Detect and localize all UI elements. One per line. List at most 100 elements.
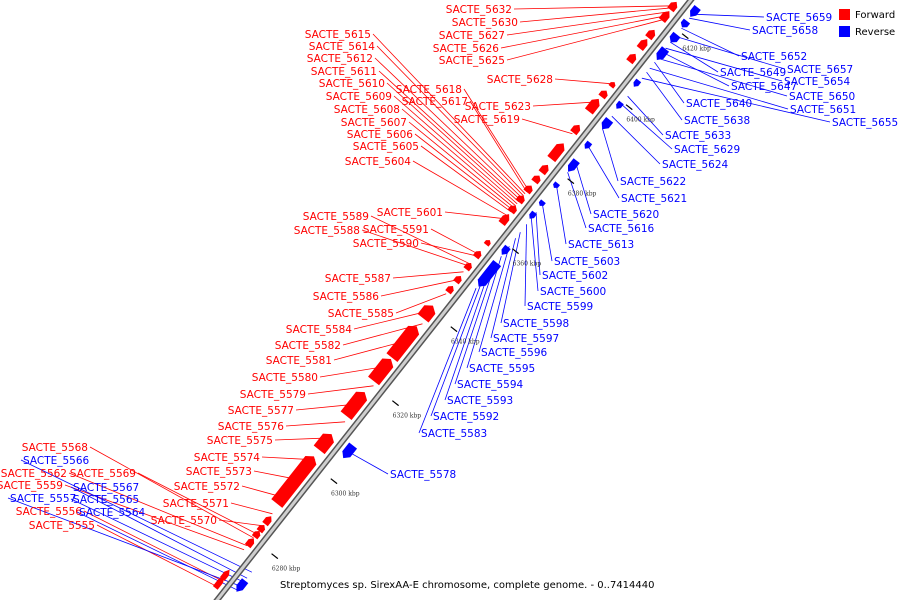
leader-line [641, 77, 831, 123]
legend: Forward Reverse [839, 9, 895, 38]
reverse-gene-label: SACTE_5592 [433, 411, 499, 423]
tick-marks: 6280 kbp 6300 kbp 6320 kbp 6340 kbp 6360 kbp… [271, 33, 711, 573]
reverse-gene [477, 259, 502, 287]
reverse-gene-label: SACTE_5652 [741, 51, 807, 63]
chromosome-backbone [213, 0, 695, 600]
forward-gene-label: SACTE_5571 [163, 498, 229, 510]
forward-gene-label: SACTE_5617 [402, 96, 468, 108]
forward-gene-label: SACTE_5628 [487, 74, 553, 86]
forward-gene [523, 185, 533, 195]
leader-line [490, 238, 516, 339]
leader-line [506, 11, 669, 36]
reverse-gene-label: SACTE_5620 [593, 209, 659, 221]
leader-line [70, 498, 245, 583]
leader-line [500, 15, 666, 49]
forward-gene-label: SACTE_5615 [305, 29, 371, 41]
forward-gene [507, 205, 517, 215]
leader-line [285, 421, 346, 427]
reverse-gene-label: SACTE_5593 [447, 395, 513, 407]
leader-line [414, 133, 513, 211]
forward-gene [472, 250, 482, 260]
reverse-gene-label: SACTE_5602 [542, 270, 608, 282]
leader-line [70, 486, 248, 579]
tick-mark [450, 326, 458, 333]
leader-line [466, 256, 502, 369]
leader-line [692, 13, 765, 18]
leader-line [611, 115, 661, 165]
tick-label: 6380 kbp [568, 191, 597, 198]
tick-mark [681, 33, 689, 40]
forward-gene-label: SACTE_5627 [439, 30, 505, 42]
forward-gene-label: SACTE_5607 [341, 117, 407, 129]
forward-gene-label: SACTE_5582 [275, 340, 341, 352]
reverse-gene [633, 78, 642, 87]
leader-line [519, 7, 672, 23]
forward-gene-label: SACTE_5577 [228, 405, 294, 417]
reverse-gene-label: SACTE_5621 [621, 193, 687, 205]
leader-line [401, 108, 516, 207]
leader-line [535, 212, 541, 276]
leader-line [392, 271, 464, 279]
reverse-gene-label: SACTE_5594 [457, 379, 524, 391]
tick-mark [511, 248, 520, 255]
forward-gene-label: SACTE_5618 [396, 84, 462, 96]
forward-gene-label: SACTE_5579 [240, 389, 306, 401]
tick-mark [567, 178, 575, 185]
forward-gene [538, 164, 549, 176]
forward-gene [251, 530, 261, 540]
reverse-gene-label: SACTE_5659 [766, 12, 832, 24]
forward-gene-label: SACTE_5614 [309, 41, 376, 53]
tick-label: 6280 kbp [272, 566, 301, 573]
tick-mark [391, 400, 400, 407]
reverse-gene [616, 100, 624, 109]
leader-line [89, 446, 254, 539]
forward-gene-label: SACTE_5585 [328, 308, 394, 320]
reverse-gene-label: SACTE_5616 [588, 223, 655, 235]
forward-gene-label: SACTE_5611 [311, 66, 377, 78]
forward-gene-label: SACTE_5555 [29, 520, 95, 532]
reverse-gene-label: SACTE_5600 [540, 286, 606, 298]
leader-line [230, 502, 273, 515]
leader-line [420, 242, 477, 257]
leader-line [587, 145, 620, 199]
forward-gene-label: SACTE_5559 [0, 480, 63, 492]
forward-gene-label: SACTE_5570 [151, 515, 217, 527]
forward-gene-label: SACTE_5581 [266, 355, 332, 367]
leader-line [654, 61, 685, 104]
leader-line [689, 17, 751, 31]
leader-line [430, 228, 478, 255]
leader-line [76, 511, 238, 591]
leader-line [372, 33, 526, 195]
tick-label: 6320 kbp [393, 413, 422, 420]
reverse-gene-label: SACTE_5597 [493, 333, 559, 345]
leader-line [20, 459, 253, 573]
leader-line [361, 229, 469, 267]
reverse-gene [669, 31, 681, 43]
leader-line [370, 215, 471, 265]
reverse-gene-label: SACTE_5622 [620, 176, 686, 188]
reverse-gene-label: SACTE_5650 [789, 91, 855, 103]
reverse-gene-label: SACTE_5640 [686, 98, 752, 110]
forward-gene-label: SACTE_5623 [465, 101, 531, 113]
forward-gene-label: SACTE_5588 [294, 225, 360, 237]
tick-label: 6360 kbp [513, 261, 542, 268]
forward-gene [608, 82, 616, 89]
leader-line [454, 264, 496, 385]
leader-line [681, 27, 740, 57]
reverse-gene-label: SACTE_5638 [684, 115, 750, 127]
forward-gene [483, 240, 491, 247]
leader-line [395, 293, 447, 314]
leader-line [96, 524, 216, 587]
reverse-gene-label: SACTE_5633 [665, 130, 731, 142]
leader-line [500, 232, 521, 324]
forward-gene-label: SACTE_5626 [433, 43, 500, 55]
forward-gene-label: SACTE_5608 [334, 104, 400, 116]
leader-line [393, 95, 518, 205]
reverse-gene-label: SACTE_5557 [10, 493, 76, 505]
genome-caption: Streptomyces sp. SirexAA-E chromosome, c… [280, 580, 655, 591]
forward-gene [584, 98, 600, 115]
forward-gene [658, 11, 670, 23]
forward-gene [667, 1, 678, 13]
forward-gene-label: SACTE_5605 [353, 141, 419, 153]
forward-gene-label: SACTE_5610 [319, 78, 385, 90]
